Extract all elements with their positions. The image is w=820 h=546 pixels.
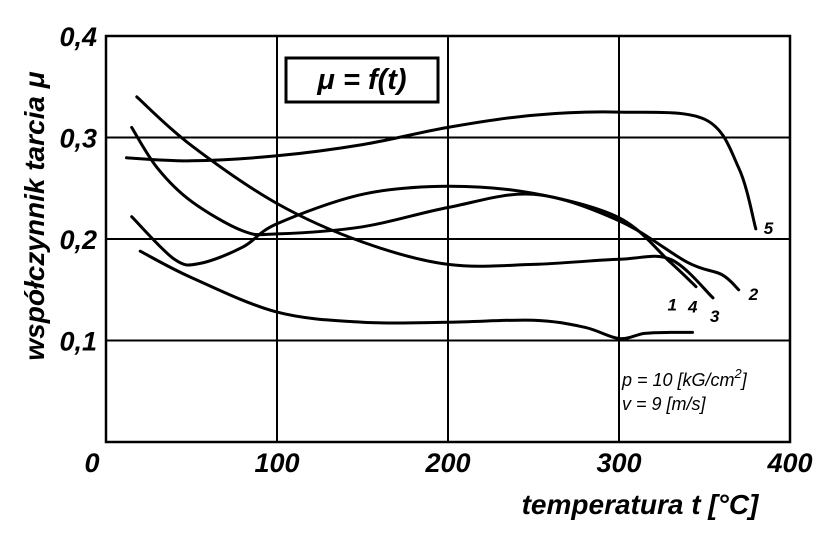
y-axis-title: współczynnik tarcia μ	[19, 71, 50, 360]
x-tick-label: 400	[766, 448, 812, 478]
series-label-5: 5	[764, 219, 774, 238]
x-tick-label: 200	[424, 448, 470, 478]
series-line-1	[138, 249, 694, 341]
series-line-5	[125, 110, 758, 231]
y-tick-label: 0,1	[59, 327, 97, 357]
series-layer: 1 2 34 5	[125, 95, 774, 341]
y-tick-label: 0,3	[59, 124, 97, 154]
series-line-4	[130, 184, 698, 289]
series-label-3: 3	[710, 307, 720, 326]
series-label-2: 2	[748, 285, 759, 304]
x-tick-labels: 0 100 200 300 400	[84, 448, 812, 478]
series-label-4: 4	[687, 298, 698, 317]
x-axis-title: temperatura t [°C]	[522, 489, 760, 520]
condition-line: v = 9 [m/s]	[622, 394, 707, 414]
y-tick-label: 0,4	[59, 22, 97, 52]
series-label-1: 1	[668, 295, 677, 314]
formula-box: μ = f(t)	[284, 56, 440, 104]
x-tick-label: 0	[84, 448, 99, 478]
y-tick-label: 0,2	[59, 225, 97, 255]
condition-line: p = 10 [kG/cm2]	[621, 366, 748, 390]
conditions-box: p = 10 [kG/cm2] v = 9 [m/s]	[621, 366, 748, 414]
x-tick-label: 300	[596, 448, 641, 478]
formula-label: μ = f(t)	[316, 64, 406, 96]
y-tick-labels: 0,1 0,2 0,3 0,4	[59, 22, 97, 357]
grid-lines	[106, 36, 790, 442]
x-tick-label: 100	[254, 448, 299, 478]
plot-frame	[104, 34, 792, 444]
series-line-3	[135, 95, 715, 300]
series-line-2	[130, 125, 741, 292]
